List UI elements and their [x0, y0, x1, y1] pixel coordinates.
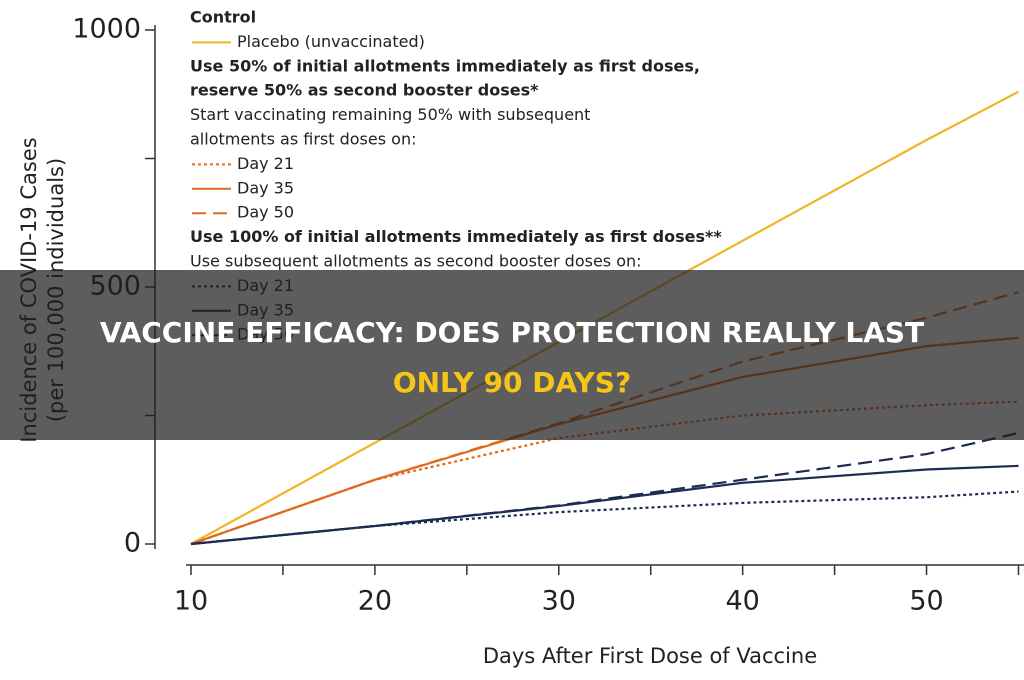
legend-heading: Control	[190, 8, 256, 27]
legend-label: Day 35	[237, 178, 294, 197]
legend-note: Start vaccinating remaining 50% with sub…	[190, 105, 590, 124]
banner: VACCINE EFFICACY: DOES PROTECTION REALLY…	[100, 316, 924, 399]
legend-heading: Use 50% of initial allotments immediatel…	[190, 56, 700, 75]
series-line	[190, 490, 1019, 546]
legend-label: Placebo (unvaccinated)	[237, 32, 425, 51]
banner-title: ONLY 90 DAYS?	[393, 366, 631, 399]
x-tick-label: 50	[909, 586, 943, 617]
x-tick-label: 40	[725, 586, 759, 617]
legend-label: Day 50	[237, 203, 294, 222]
banner-background	[0, 270, 1024, 440]
y-tick-label: 0	[124, 528, 141, 559]
legend-note: Use subsequent allotments as second boos…	[190, 252, 642, 271]
banner-title: VACCINE EFFICACY: DOES PROTECTION REALLY…	[100, 316, 924, 349]
legend-heading: reserve 50% as second booster doses*	[190, 81, 539, 100]
legend-note: allotments as first doses on:	[190, 130, 416, 149]
legend-heading: Use 100% of initial allotments immediate…	[190, 227, 722, 246]
x-tick-label: 20	[358, 586, 392, 617]
legend-label: Day 21	[237, 154, 294, 173]
y-tick-label: 1000	[72, 14, 141, 45]
x-axis-label: Days After First Dose of Vaccine	[483, 644, 817, 668]
x-tick-label: 30	[542, 586, 576, 617]
series-line	[190, 431, 1019, 546]
x-tick-label: 10	[174, 586, 208, 617]
